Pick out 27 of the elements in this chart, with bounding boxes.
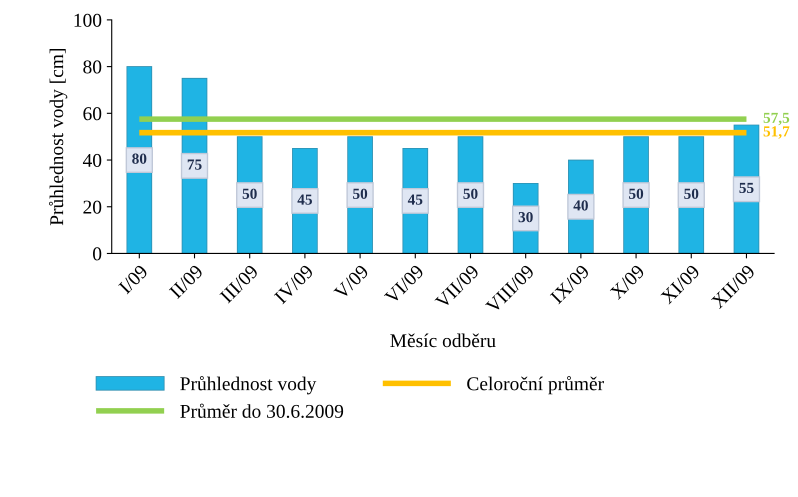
data-label: 40 [573,200,588,211]
data-label: 50 [463,188,478,199]
y-tick-label: 20 [83,200,102,214]
y-tick-label: 40 [82,154,102,167]
data-label: 50 [629,188,644,199]
y-tick-label: 80 [83,60,102,74]
data-label: 80 [132,154,146,164]
y-tick-label: 0 [93,247,102,260]
x-axis-title: Měsíc odběru [390,334,496,348]
data-label: 75 [188,160,202,170]
data-label: 50 [684,188,698,199]
data-label: 45 [297,194,312,205]
legend-label: Průhlednost vody [180,376,316,394]
legend-label: Celoroční průměr [467,376,604,394]
data-label: 50 [353,188,368,199]
data-label: 30 [518,212,533,222]
data-label: 50 [242,188,257,199]
x-tick-label: I/09 [118,264,148,295]
data-label: 57,5 [764,112,790,126]
data-label: 51,7 [764,126,790,139]
legend-label: Průměr do 30.6.2009 [180,404,344,418]
data-label: 45 [408,194,422,205]
y-tick-label: 100 [74,14,102,27]
data-label: 55 [739,182,754,194]
y-tick-label: 60 [83,107,102,120]
x-tick-label: V/09 [333,264,370,300]
y-axis-title: Průhlednost vody [cm] [49,49,68,226]
